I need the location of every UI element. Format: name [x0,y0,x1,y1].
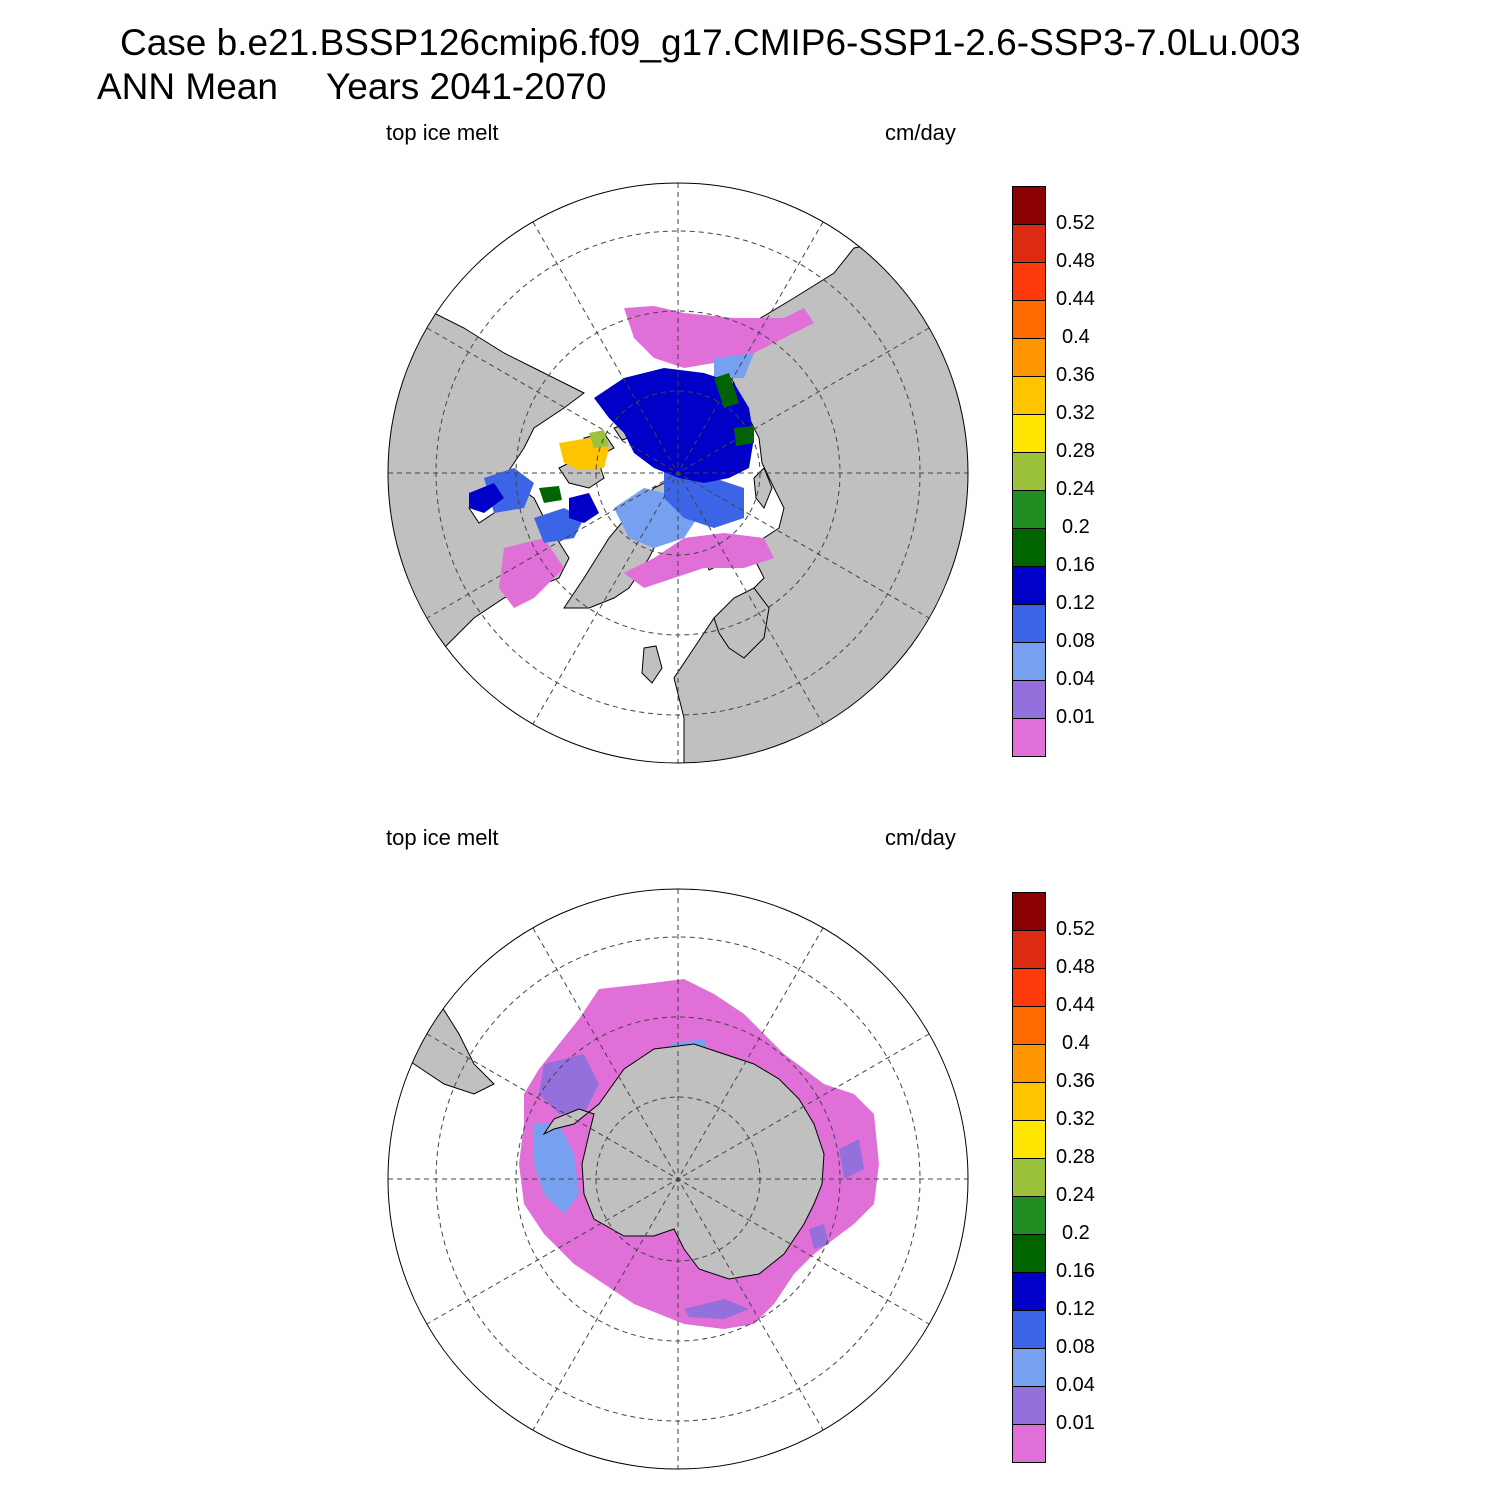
south-colorbar-tick-label: 0.44 [1056,994,1095,1016]
north-colorbar-box [1012,604,1046,643]
north-colorbar-tick-label: 0.12 [1056,592,1095,614]
south-colorbar-tick-label: 0.28 [1056,1146,1095,1168]
north-colorbar [1012,186,1046,757]
south-colorbar-tick-label: 0.01 [1056,1412,1095,1434]
south-colorbar [1012,892,1046,1463]
north-colorbar-box [1012,338,1046,377]
plot-title-period: ANN Mean Years 2041-2070 [97,68,606,105]
south-colorbar-tick-label: 0.12 [1056,1298,1095,1320]
south-colorbar-tick-label: 0.4 [1062,1032,1090,1054]
north-colorbar-box [1012,414,1046,453]
north-colorbar-box [1012,642,1046,681]
south-colorbar-box [1012,1424,1046,1463]
south-colorbar-box [1012,1196,1046,1235]
south-colorbar-tick-label: 0.2 [1062,1222,1090,1244]
north-colorbar-box [1012,300,1046,339]
years-label: Years 2041-2070 [325,66,607,107]
north-colorbar-tick-label: 0.52 [1056,212,1095,234]
north-colorbar-box [1012,566,1046,605]
north-colorbar-tick-label: 0.32 [1056,402,1095,424]
south-variable-label: top ice melt [386,825,499,850]
north-colorbar-box [1012,262,1046,301]
north-colorbar-tick-label: 0.24 [1056,478,1095,500]
north-colorbar-box [1012,452,1046,491]
south-colorbar-box [1012,1234,1046,1273]
north-colorbar-box [1012,186,1046,225]
north-colorbar-tick-label: 0.44 [1056,288,1095,310]
north-colorbar-box [1012,680,1046,719]
south-colorbar-box [1012,1044,1046,1083]
south-map-border [387,888,969,1470]
north-units-label: cm/day [885,120,956,145]
north-colorbar-box [1012,718,1046,757]
north-colorbar-box [1012,376,1046,415]
north-polar-map [387,182,969,764]
north-colorbar-tick-label: 0.04 [1056,668,1095,690]
south-colorbar-box [1012,1310,1046,1349]
south-colorbar-box [1012,892,1046,931]
plot-title-case: Case b.e21.BSSP126cmip6.f09_g17.CMIP6-SS… [120,22,1301,63]
south-graticule [388,889,968,1469]
north-graticule [388,183,968,763]
north-colorbar-tick-label: 0.48 [1056,250,1095,272]
south-polar-map [387,888,969,1470]
north-colorbar-tick-label: 0.4 [1062,326,1090,348]
south-antarctica-land [542,1043,825,1280]
south-colorbar-box [1012,968,1046,1007]
south-colorbar-box [1012,1006,1046,1045]
south-units-label: cm/day [885,825,956,850]
north-colorbar-tick-label: 0.01 [1056,706,1095,728]
south-colorbar-box [1012,1272,1046,1311]
north-colorbar-tick-label: 0.2 [1062,516,1090,538]
south-colorbar-box [1012,1158,1046,1197]
south-colorbar-box [1012,1386,1046,1425]
south-purple-patches [539,1054,864,1319]
north-colorbar-tick-label: 0.36 [1056,364,1095,386]
south-colorbar-tick-label: 0.04 [1056,1374,1095,1396]
south-colorbar-tick-label: 0.32 [1056,1108,1095,1130]
south-colorbar-box [1012,1348,1046,1387]
north-map-border [387,182,969,764]
north-colorbar-box [1012,224,1046,263]
south-colorbar-tick-label: 0.08 [1056,1336,1095,1358]
south-colorbar-tick-label: 0.24 [1056,1184,1095,1206]
south-colorbar-box [1012,1082,1046,1121]
north-colorbar-tick-label: 0.16 [1056,554,1095,576]
south-colorbar-tick-label: 0.52 [1056,918,1095,940]
south-colorbar-tick-label: 0.16 [1056,1260,1095,1282]
south-colorbar-box [1012,1120,1046,1159]
north-colorbar-box [1012,490,1046,529]
north-colorbar-tick-label: 0.08 [1056,630,1095,652]
season-label: ANN Mean [97,66,278,107]
south-colorbar-tick-label: 0.48 [1056,956,1095,978]
north-colorbar-box [1012,528,1046,567]
north-colorbar-tick-label: 0.28 [1056,440,1095,462]
south-colorbar-box [1012,930,1046,969]
north-variable-label: top ice melt [386,120,499,145]
south-colorbar-tick-label: 0.36 [1056,1070,1095,1092]
